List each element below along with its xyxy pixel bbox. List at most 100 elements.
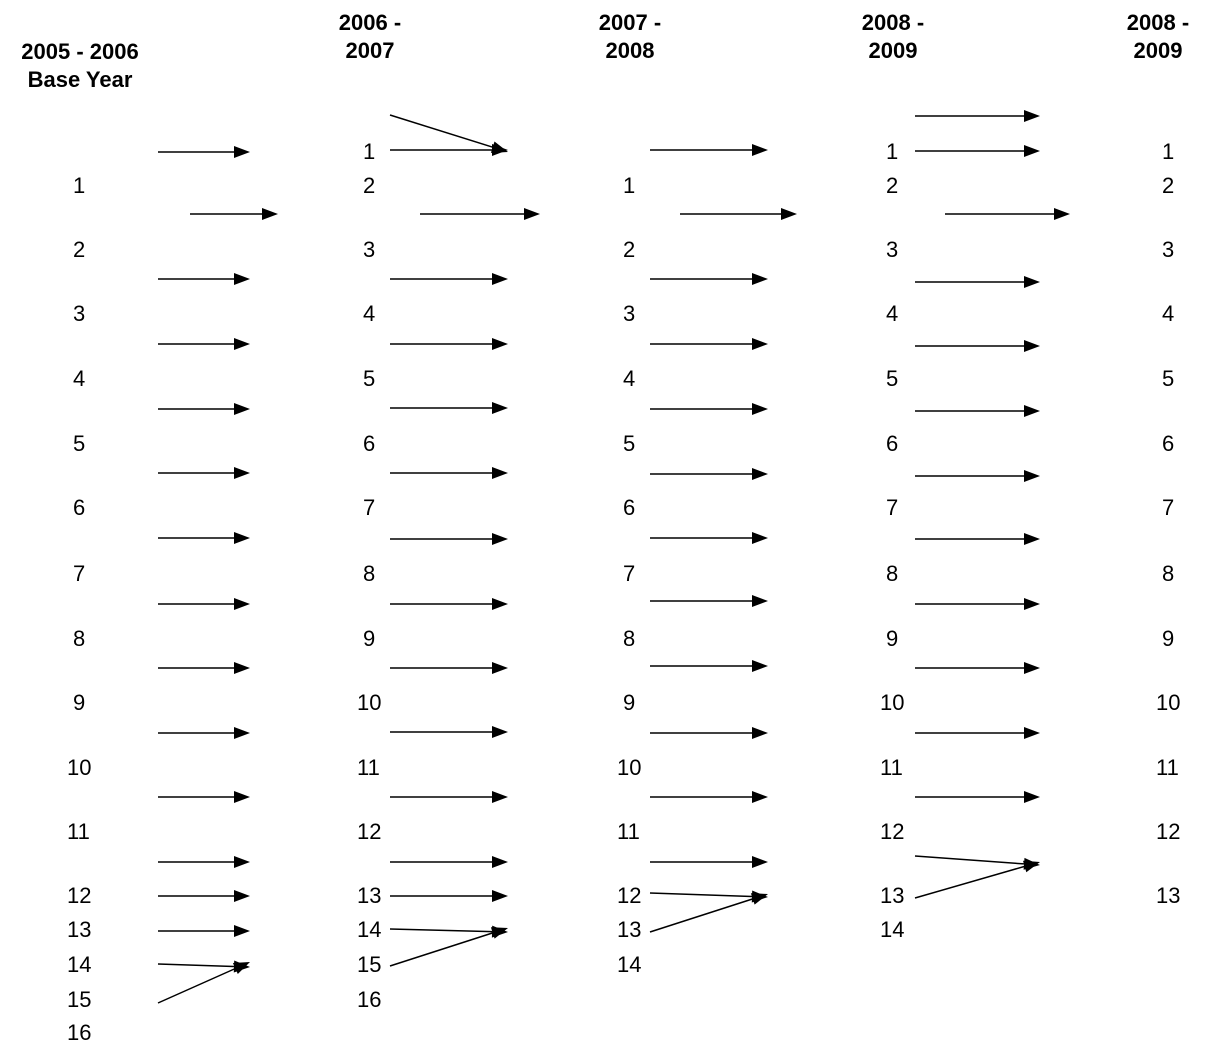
rank-col2-15: 15 xyxy=(357,952,382,977)
column-header-2-line-2: 2007 xyxy=(345,38,395,63)
transition-arrow xyxy=(390,467,508,479)
rank-col2-5: 5 xyxy=(363,366,376,391)
rank-col3-12: 12 xyxy=(617,883,642,908)
rank-col1-7: 7 xyxy=(73,561,86,586)
arrow-head xyxy=(262,208,278,220)
rank-col5-1: 1 xyxy=(1162,139,1175,164)
transition-arrow xyxy=(157,962,250,1004)
transition-arrow xyxy=(158,890,250,902)
rank-col4-8: 8 xyxy=(886,561,899,586)
rank-col2-12: 12 xyxy=(357,819,382,844)
rank-col2-6: 6 xyxy=(363,431,376,456)
arrow-head xyxy=(524,208,540,220)
rank-col2-16: 16 xyxy=(357,987,382,1012)
rank-col1-2: 2 xyxy=(73,237,86,262)
rank-col4-6: 6 xyxy=(886,431,899,456)
rank-col4-13: 13 xyxy=(880,883,905,908)
transition-arrow xyxy=(390,662,508,674)
rank-col2-4: 4 xyxy=(363,301,376,326)
transition-arrow xyxy=(650,532,768,544)
arrow-head xyxy=(1024,340,1040,352)
transition-arrow xyxy=(158,532,250,544)
transition-arrow xyxy=(158,146,250,158)
arrow-head xyxy=(752,468,768,480)
transition-arrow xyxy=(914,860,1040,899)
rank-col3-3: 3 xyxy=(623,301,636,326)
transition-arrow xyxy=(158,727,250,739)
transition-arrow xyxy=(390,273,508,285)
arrow-head xyxy=(1023,860,1040,873)
column-header-3-line-2: 2008 xyxy=(605,38,655,63)
transition-arrow xyxy=(389,925,508,938)
rank-col1-16: 16 xyxy=(67,1020,92,1045)
rank-col2-3: 3 xyxy=(363,237,376,262)
rank-col3-4: 4 xyxy=(623,366,636,391)
transition-arrow xyxy=(190,208,278,220)
transition-arrow xyxy=(158,598,250,610)
rank-col5-4: 4 xyxy=(1162,301,1175,326)
transition-arrow xyxy=(915,470,1040,482)
transition-arrow xyxy=(390,890,508,902)
rank-col3-2: 2 xyxy=(623,237,636,262)
transition-arrow xyxy=(158,467,250,479)
rank-col4-4: 4 xyxy=(886,301,899,326)
transition-arrow xyxy=(915,340,1040,352)
rank-col5-13: 13 xyxy=(1156,883,1181,908)
rank-col4-2: 2 xyxy=(886,173,899,198)
rank-col1-4: 4 xyxy=(73,366,86,391)
arrow-head xyxy=(1024,662,1040,674)
arrow-shaft xyxy=(157,963,235,968)
arrow-head xyxy=(752,273,768,285)
arrow-head xyxy=(490,927,508,939)
transition-arrow xyxy=(915,662,1040,674)
rank-col5-12: 12 xyxy=(1156,819,1181,844)
rank-col3-7: 7 xyxy=(623,561,636,586)
arrow-head xyxy=(234,403,250,415)
rank-col1-11: 11 xyxy=(67,819,90,844)
arrow-shaft xyxy=(649,898,754,933)
rank-col1-15: 15 xyxy=(67,987,92,1012)
transition-arrow xyxy=(680,208,797,220)
transition-arrow xyxy=(158,403,250,415)
rank-col3-1: 1 xyxy=(623,173,636,198)
column-header-5-line-2: 2009 xyxy=(1133,38,1183,63)
arrow-head xyxy=(752,660,768,672)
rank-col4-1: 1 xyxy=(886,139,899,164)
rank-col2-9: 9 xyxy=(363,626,376,651)
arrow-head xyxy=(492,598,508,610)
arrow-shaft xyxy=(914,855,1025,865)
transition-arrow xyxy=(420,208,540,220)
rank-col5-6: 6 xyxy=(1162,431,1175,456)
arrow-shaft xyxy=(157,967,236,1004)
rank-col3-5: 5 xyxy=(623,431,636,456)
transition-arrow xyxy=(915,533,1040,545)
rank-col5-2: 2 xyxy=(1162,173,1175,198)
arrow-head xyxy=(234,532,250,544)
rank-col1-13: 13 xyxy=(67,917,92,942)
column-header-1: 2005 - 2006 Base Year xyxy=(0,38,160,94)
arrow-head xyxy=(492,662,508,674)
rank-col5-9: 9 xyxy=(1162,626,1175,651)
rank-col2-11: 11 xyxy=(357,755,380,780)
transition-arrow xyxy=(390,144,508,156)
arrow-shaft xyxy=(389,114,493,148)
rank-col5-3: 3 xyxy=(1162,237,1175,262)
rank-col2-10: 10 xyxy=(357,690,382,715)
arrow-head xyxy=(234,598,250,610)
column-header-1-line-1: 2005 - 2006 xyxy=(21,39,139,64)
rank-col4-11: 11 xyxy=(880,755,903,780)
arrow-head xyxy=(1054,208,1070,220)
arrow-head xyxy=(752,595,768,607)
rank-col1-5: 5 xyxy=(73,431,86,456)
rank-col1-6: 6 xyxy=(73,495,86,520)
arrow-head xyxy=(1024,145,1040,157)
transition-arrow xyxy=(650,144,768,156)
rank-col1-9: 9 xyxy=(73,690,86,715)
rank-col2-8: 8 xyxy=(363,561,376,586)
rank-col4-5: 5 xyxy=(886,366,899,391)
transition-arrow xyxy=(650,338,768,350)
arrow-head xyxy=(1024,533,1040,545)
rank-col2-7: 7 xyxy=(363,495,376,520)
arrow-head xyxy=(234,890,250,902)
rank-col3-6: 6 xyxy=(623,495,636,520)
